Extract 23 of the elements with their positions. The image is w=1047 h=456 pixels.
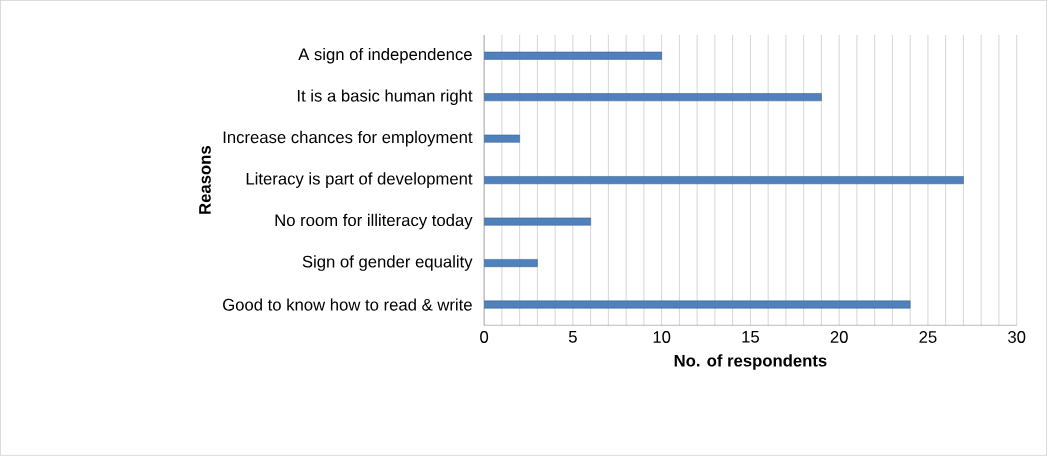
y-tick-label: Literacy is part of development	[246, 172, 473, 189]
y-tick-label: No room for illiteracy today	[275, 213, 473, 230]
bar	[484, 134, 520, 143]
x-tick-label: 0	[480, 331, 489, 344]
x-tick-label: 15	[742, 331, 759, 343]
x-tick-label: 10	[653, 331, 671, 344]
bar	[484, 93, 822, 102]
y-tick-label: A sign of independence	[298, 48, 472, 64]
y-tick-label: Good to know how to read & write	[223, 298, 472, 311]
bar	[484, 51, 662, 60]
x-axis-title: No. of respondents	[674, 354, 827, 370]
y-tick-label: Increase chances for employment	[223, 131, 473, 147]
bar	[484, 217, 591, 226]
x-tick-label: 20	[830, 331, 848, 344]
bar	[484, 176, 964, 185]
x-tick-label: 5	[568, 331, 577, 343]
x-tick-label: 25	[919, 331, 937, 344]
y-axis-title: Reasons	[199, 146, 211, 214]
x-tick-label: 30	[1008, 331, 1026, 344]
y-tick-label: Sign of gender equality	[302, 255, 473, 271]
bar	[484, 300, 911, 309]
y-tick-label: It is a basic human right	[297, 89, 473, 106]
bar	[484, 259, 538, 268]
